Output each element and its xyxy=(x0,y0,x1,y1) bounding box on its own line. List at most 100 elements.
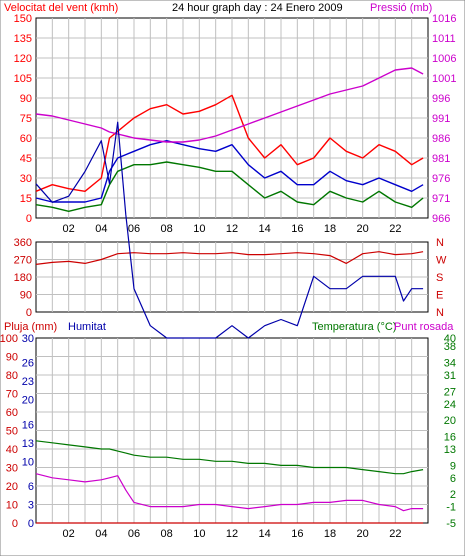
series-line-min xyxy=(35,161,424,213)
wind-y-tick: 15 xyxy=(20,193,32,205)
temperature-y-tick: -5 xyxy=(446,518,456,530)
temperature-y-tick: 40 xyxy=(444,333,456,345)
humidity-y-tick: 20 xyxy=(22,395,34,407)
temp-panel-x-tick: 06 xyxy=(128,528,140,540)
humidity-y-tick: 10 xyxy=(22,456,34,468)
temperature-y-tick: 20 xyxy=(444,415,456,427)
direction-y-tick: 270 xyxy=(14,255,32,267)
humidity-y-tick: 6 xyxy=(28,481,34,493)
pressure-y-tick: 1011 xyxy=(432,33,456,45)
pressure-y-tick: 966 xyxy=(432,213,450,225)
rain-y-tick: 50 xyxy=(6,426,18,438)
wind-y-tick: 45 xyxy=(20,153,32,165)
direction-y-tick: 90 xyxy=(20,290,32,302)
wind-y-tick: 60 xyxy=(20,133,32,145)
wind-y-tick: 150 xyxy=(14,13,32,25)
humidity-y-tick: 13 xyxy=(22,438,34,450)
temperature-y-tick: 13 xyxy=(444,444,456,456)
temp-panel-x-tick: 12 xyxy=(226,528,238,540)
pressure-y-tick: 981 xyxy=(432,153,450,165)
direction-y-tick: 180 xyxy=(14,272,32,284)
direction-compass-label: W xyxy=(436,255,447,267)
temp-panel-x-tick: 14 xyxy=(259,528,271,540)
rain-y-tick: 40 xyxy=(6,444,18,456)
temp-panel-x-tick: 04 xyxy=(95,528,107,540)
temperature-y-tick: 9 xyxy=(450,460,456,472)
temp-panel-x-tick: 20 xyxy=(357,528,369,540)
wind-y-tick: 30 xyxy=(20,173,32,185)
pressure-y-tick: 1016 xyxy=(432,13,456,25)
wind-panel-x-tick: 04 xyxy=(95,223,107,235)
series-line-humidity xyxy=(35,121,424,339)
series-line-gust xyxy=(35,94,424,193)
series-line-pressure xyxy=(35,67,424,143)
pressure-axis-label: Pressió (mb) xyxy=(370,2,432,14)
rain-y-tick: 80 xyxy=(6,370,18,382)
direction-compass-label: N xyxy=(436,237,444,249)
pressure-y-tick: 1001 xyxy=(432,73,456,85)
direction-y-tick: 0 xyxy=(26,307,32,319)
rain-y-tick: 30 xyxy=(6,463,18,475)
wind-panel-x-tick: 14 xyxy=(259,223,271,235)
temperature-y-tick: 34 xyxy=(444,358,456,370)
rain-axis-label: Pluja (mm) xyxy=(4,321,57,333)
direction-compass-label: S xyxy=(436,272,443,284)
rain-y-tick: 10 xyxy=(6,500,18,512)
direction-compass-label: N xyxy=(436,307,444,319)
wind-axis-label: Velocitat del vent (kmh) xyxy=(4,2,118,14)
temperature-y-tick: 2 xyxy=(450,489,456,501)
series-line-avg xyxy=(35,139,424,203)
wind-y-tick: 75 xyxy=(20,113,32,125)
wind-y-tick: 120 xyxy=(14,53,32,65)
series-line-temperature xyxy=(35,440,424,475)
pressure-y-tick: 971 xyxy=(432,193,450,205)
dewpoint-axis-label: Punt rosada xyxy=(394,321,454,333)
humidity-y-tick: 23 xyxy=(22,376,34,388)
temp-panel-x-tick: 02 xyxy=(63,528,75,540)
temp-panel-x-tick: 08 xyxy=(161,528,173,540)
wind-panel-x-tick: 20 xyxy=(357,223,369,235)
temperature-axis-label: Temperatura (°C) xyxy=(312,321,396,333)
rain-y-tick: 20 xyxy=(6,481,18,493)
direction-y-tick: 360 xyxy=(14,237,32,249)
chart-title: 24 hour graph day : 24 Enero 2009 xyxy=(172,2,343,14)
pressure-y-tick: 991 xyxy=(432,113,450,125)
wind-panel-x-tick: 18 xyxy=(324,223,336,235)
series-line-dewpoint xyxy=(35,473,424,512)
wind-panel-x-tick: 02 xyxy=(63,223,75,235)
temp-panel-x-tick: 16 xyxy=(291,528,303,540)
wind-y-tick: 105 xyxy=(14,73,32,85)
rain-y-tick: 100 xyxy=(0,333,18,345)
chart-layer: 02 04 06 08 10 12 14 16 18 20 22015304560759010512… xyxy=(0,13,456,540)
pressure-y-tick: 976 xyxy=(432,173,450,185)
temperature-y-tick: -1 xyxy=(446,502,456,514)
rain-y-tick: 70 xyxy=(6,389,18,401)
pressure-y-tick: 986 xyxy=(432,133,450,145)
humidity-axis-label: Humitat xyxy=(68,321,106,333)
wind-y-tick: 135 xyxy=(14,33,32,45)
temperature-y-tick: 24 xyxy=(444,399,456,411)
wind-panel-x-tick: 10 xyxy=(193,223,205,235)
temperature-y-tick: 31 xyxy=(444,370,456,382)
humidity-y-tick: 16 xyxy=(22,419,34,431)
humidity-y-tick: 3 xyxy=(28,500,34,512)
wind-panel-x-tick: 08 xyxy=(161,223,173,235)
wind-y-tick: 90 xyxy=(20,93,32,105)
direction-compass-label: E xyxy=(436,290,443,302)
temp-panel-x-tick: 18 xyxy=(324,528,336,540)
temperature-y-tick: 38 xyxy=(444,341,456,353)
temp-panel-x-tick: 10 xyxy=(193,528,205,540)
wind-y-tick: 0 xyxy=(26,213,32,225)
series-line-direction xyxy=(35,251,424,265)
rain-y-tick: 0 xyxy=(12,518,18,530)
rain-y-tick: 60 xyxy=(6,407,18,419)
humidity-y-tick: 0 xyxy=(28,518,34,530)
pressure-y-tick: 996 xyxy=(432,93,450,105)
wind-panel-x-tick: 22 xyxy=(389,223,401,235)
humidity-y-tick: 30 xyxy=(22,333,34,345)
wind-panel-x-tick: 16 xyxy=(291,223,303,235)
pressure-y-tick: 1006 xyxy=(432,53,456,65)
wind-panel-x-tick: 12 xyxy=(226,223,238,235)
rain-y-tick: 90 xyxy=(6,352,18,364)
